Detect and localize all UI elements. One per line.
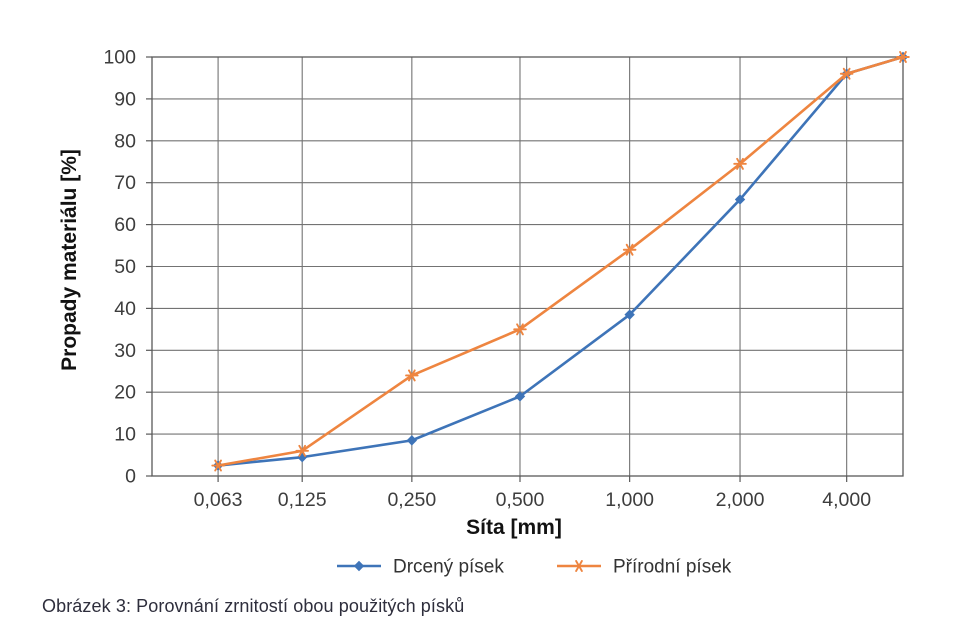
y-tick-label: 30 — [114, 340, 136, 362]
y-tick-label: 20 — [114, 382, 136, 404]
asterisk-marker — [516, 323, 524, 336]
x-tick-label: 2,000 — [716, 489, 765, 511]
y-tick-label: 100 — [103, 47, 136, 69]
diamond-marker — [624, 309, 635, 320]
asterisk-marker — [736, 157, 744, 170]
diamond-marker — [297, 451, 308, 463]
asterisk-marker — [407, 369, 416, 382]
y-tick-label: 80 — [114, 130, 136, 152]
x-tick-label: 1,000 — [605, 489, 654, 511]
legend-item: Drcený písek — [337, 557, 504, 578]
diamond-marker — [406, 435, 418, 446]
asterisk-marker — [899, 51, 907, 63]
x-tick-label: 0,250 — [387, 489, 436, 511]
y-tick-label: 0 — [125, 466, 136, 488]
series-diamond — [212, 51, 909, 471]
x-tick-label: 0,125 — [278, 489, 327, 511]
asterisk-marker — [298, 444, 307, 457]
legend: Drcený písek Přírodní písek — [337, 557, 732, 578]
diamond-marker — [514, 391, 526, 402]
asterisk-marker — [214, 459, 222, 472]
y-axis-title: Propady materiálu [%] — [58, 149, 81, 371]
x-axis-title: Síta [mm] — [466, 516, 562, 539]
legend-label: Přírodní písek — [613, 557, 732, 578]
axis-layer — [146, 56, 904, 482]
x-tick-label: 0,500 — [496, 489, 545, 511]
x-tick-label: 0,063 — [194, 489, 243, 511]
y-tick-label: 70 — [114, 172, 136, 194]
y-tick-label: 50 — [114, 256, 136, 278]
series-line — [216, 55, 905, 467]
tick-label-layer: 0 10 20 30 40 50 60 70 80 90 100 0,063 0,125 0,250 0,5… — [103, 47, 871, 512]
x-tick-label: 4,000 — [822, 489, 871, 511]
legend-item: Přírodní písek — [557, 557, 732, 578]
asterisk-marker — [575, 560, 583, 572]
y-tick-label: 10 — [114, 424, 136, 446]
series-asterisk — [211, 51, 910, 472]
asterisk-marker — [625, 243, 634, 256]
figure-caption: Obrázek 3: Porovnání zrnitostí obou použ… — [42, 596, 465, 616]
plot-border — [151, 56, 904, 477]
legend-label: Drcený písek — [393, 557, 504, 578]
series-line — [216, 55, 905, 467]
asterisk-marker — [842, 67, 851, 80]
diamond-marker — [353, 560, 365, 572]
series-layer — [211, 51, 910, 472]
grid-layer — [152, 57, 903, 476]
y-tick-label: 90 — [114, 88, 136, 110]
y-tick-label: 60 — [114, 214, 136, 236]
diamond-marker — [734, 194, 746, 205]
grain-size-chart: 0 10 20 30 40 50 60 70 80 90 100 0,063 0,125 0,250 0,5… — [58, 47, 910, 578]
y-tick-label: 40 — [114, 298, 136, 320]
